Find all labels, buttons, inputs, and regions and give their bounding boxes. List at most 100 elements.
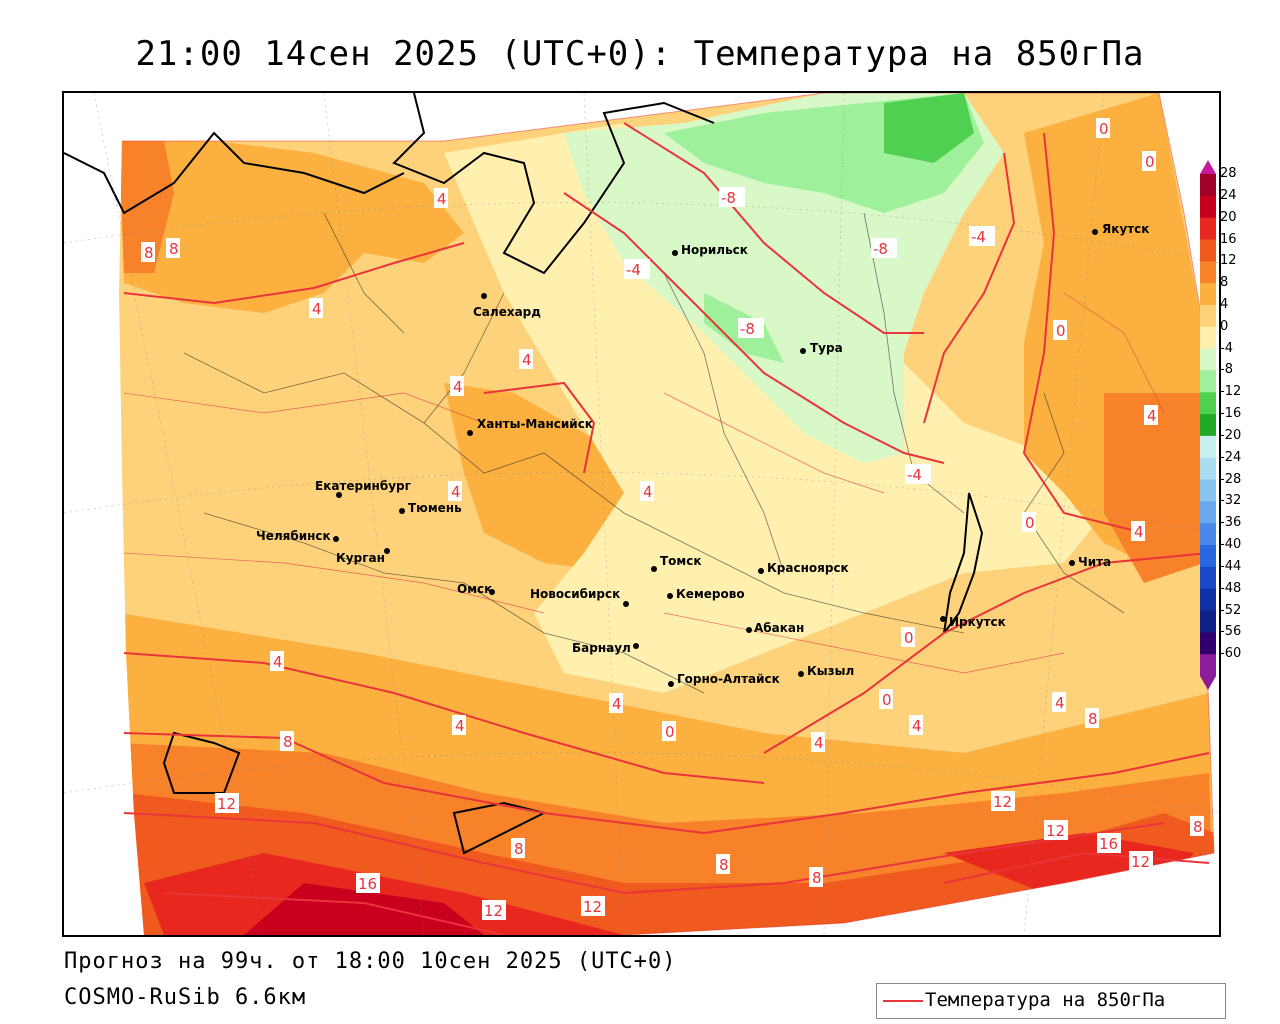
city-kyzyl: Кызыл — [798, 664, 854, 678]
forecast-info: Прогноз на 99ч. от 18:00 10сен 2025 (UTC… — [64, 949, 677, 974]
svg-text:4: 4 — [273, 653, 283, 671]
svg-text:0: 0 — [1099, 120, 1109, 138]
svg-text:12: 12 — [993, 793, 1012, 811]
temperature-colorbar — [1200, 160, 1216, 690]
colorbar-segments — [1200, 174, 1216, 677]
isotherm-label: 4 — [434, 188, 448, 208]
svg-text:Курган: Курган — [336, 551, 385, 565]
colorbar-tick-label: -4 — [1220, 340, 1233, 356]
colorbar-tick-label: 16 — [1220, 231, 1237, 247]
svg-text:12: 12 — [1131, 853, 1150, 871]
svg-text:-8: -8 — [721, 189, 736, 207]
colorbar-top-arrow — [1200, 160, 1216, 174]
isotherm-label: -8 — [738, 318, 764, 338]
city-markers: Якутск Норильск Салехард Тура Ханты-Манс… — [256, 222, 1149, 687]
isotherm-label: 0 — [662, 721, 676, 741]
isotherm-label: 8 — [716, 854, 730, 874]
isotherm-label: 4 — [609, 693, 623, 713]
city-salekhard: Салехард — [473, 293, 541, 319]
isotherm-label: 4 — [309, 298, 323, 318]
colorbar-segment — [1200, 654, 1216, 677]
isotherm-label: 4 — [452, 715, 466, 735]
svg-text:-8: -8 — [873, 240, 888, 258]
colorbar-segment — [1200, 283, 1216, 306]
isotherm-label: 4 — [1052, 692, 1066, 712]
svg-text:0: 0 — [1025, 514, 1035, 532]
colorbar-tick-label: -16 — [1220, 406, 1242, 422]
svg-text:Новосибирск: Новосибирск — [530, 587, 620, 601]
city-irkutsk: Иркутск — [940, 615, 1006, 629]
isotherm-label: -4 — [624, 259, 650, 279]
svg-text:12: 12 — [1046, 822, 1065, 840]
colorbar-segment — [1200, 326, 1216, 350]
svg-text:Тура: Тура — [810, 341, 843, 355]
colorbar-tick-label: 8 — [1220, 275, 1229, 291]
colorbar-segment — [1200, 304, 1216, 328]
svg-text:4: 4 — [643, 483, 653, 501]
svg-text:Горно-Алтайск: Горно-Алтайск — [677, 672, 780, 686]
barents-coastline — [64, 131, 405, 215]
svg-text:Салехард: Салехард — [473, 305, 541, 319]
colorbar-tick-label: -28 — [1220, 471, 1242, 487]
colorbar-segment — [1200, 217, 1216, 240]
colorbar-tick-label: 12 — [1220, 253, 1237, 269]
city-tomsk: Томск — [651, 554, 702, 572]
isotherm-label: 4 — [640, 481, 654, 501]
colorbar-tick-label: -56 — [1220, 624, 1242, 640]
colorbar-tick-label: 4 — [1220, 297, 1229, 312]
city-khanty-mansiysk: Ханты-Мансийск — [467, 417, 593, 436]
colorbar-tick-label: -20 — [1220, 427, 1242, 443]
colorbar-segment — [1200, 545, 1216, 568]
colorbar-segment — [1200, 195, 1216, 219]
isotherm-label: 16 — [356, 873, 380, 893]
svg-text:4: 4 — [455, 717, 465, 735]
isotherm-label: 8 — [1085, 708, 1099, 728]
colorbar-tick-label: 0 — [1220, 318, 1229, 334]
admin-borders — [183, 212, 1125, 694]
svg-text:Абакан: Абакан — [754, 621, 804, 635]
colorbar-tick-label: -60 — [1220, 646, 1242, 662]
svg-text:8: 8 — [514, 840, 524, 858]
colorbar-segment — [1200, 479, 1216, 502]
isotherm-label: 4 — [1144, 405, 1158, 425]
isotherm-label: 8 — [511, 838, 525, 858]
colorbar-segment — [1200, 414, 1216, 437]
legend-line-swatch — [883, 1000, 923, 1002]
isotherm-label: 4 — [448, 481, 462, 501]
isotherm-lines — [123, 122, 1210, 935]
svg-text:8: 8 — [169, 240, 179, 258]
colorbar-segment — [1200, 632, 1216, 655]
map-title: 21:00 14сен 2025 (UTC+0): Температура на… — [135, 34, 1145, 74]
secondary-isolines — [123, 292, 1165, 674]
svg-text:Кызыл: Кызыл — [807, 664, 854, 678]
city-chelyabinsk: Челябинск — [256, 529, 339, 543]
city-barnaul: Барнаул — [572, 641, 639, 655]
city-novosibirsk: Новосибирск — [530, 587, 629, 607]
svg-text:4: 4 — [1147, 407, 1157, 425]
map-legend: Температура на 850гПа — [876, 983, 1226, 1019]
colorbar-segment — [1200, 348, 1216, 371]
colorbar-tick-label: -24 — [1220, 449, 1242, 465]
city-gorno-altaysk: Горно-Алтайск — [668, 672, 780, 687]
svg-text:8: 8 — [1088, 710, 1098, 728]
legend-label: Температура на 850гПа — [925, 989, 1166, 1011]
map-canvas: 8 8 4 4 4 4 4 4 -8 -8 -8 -4 -4 -4 0 0 0 … — [64, 93, 1219, 935]
city-norilsk: Норильск — [672, 243, 748, 257]
colorbar-segment — [1200, 435, 1216, 459]
arctic-coastline — [392, 93, 715, 275]
colorbar-tick-label: -12 — [1220, 384, 1242, 400]
isotherm-label: 12 — [991, 791, 1015, 811]
city-yekaterinburg: Екатеринбург — [315, 479, 411, 498]
colorbar-segment — [1200, 588, 1216, 612]
svg-text:8: 8 — [283, 733, 293, 751]
svg-text:4: 4 — [912, 717, 922, 735]
isotherm-label: -8 — [719, 187, 745, 207]
colorbar-segment — [1200, 174, 1216, 197]
svg-text:Красноярск: Красноярск — [767, 561, 849, 575]
svg-text:8: 8 — [1193, 818, 1203, 836]
colorbar-segment — [1200, 392, 1216, 415]
svg-text:Томск: Томск — [660, 554, 702, 568]
isotherm-label: 4 — [270, 651, 284, 671]
svg-text:12: 12 — [583, 898, 602, 916]
isotherm-label: 8 — [809, 867, 823, 887]
